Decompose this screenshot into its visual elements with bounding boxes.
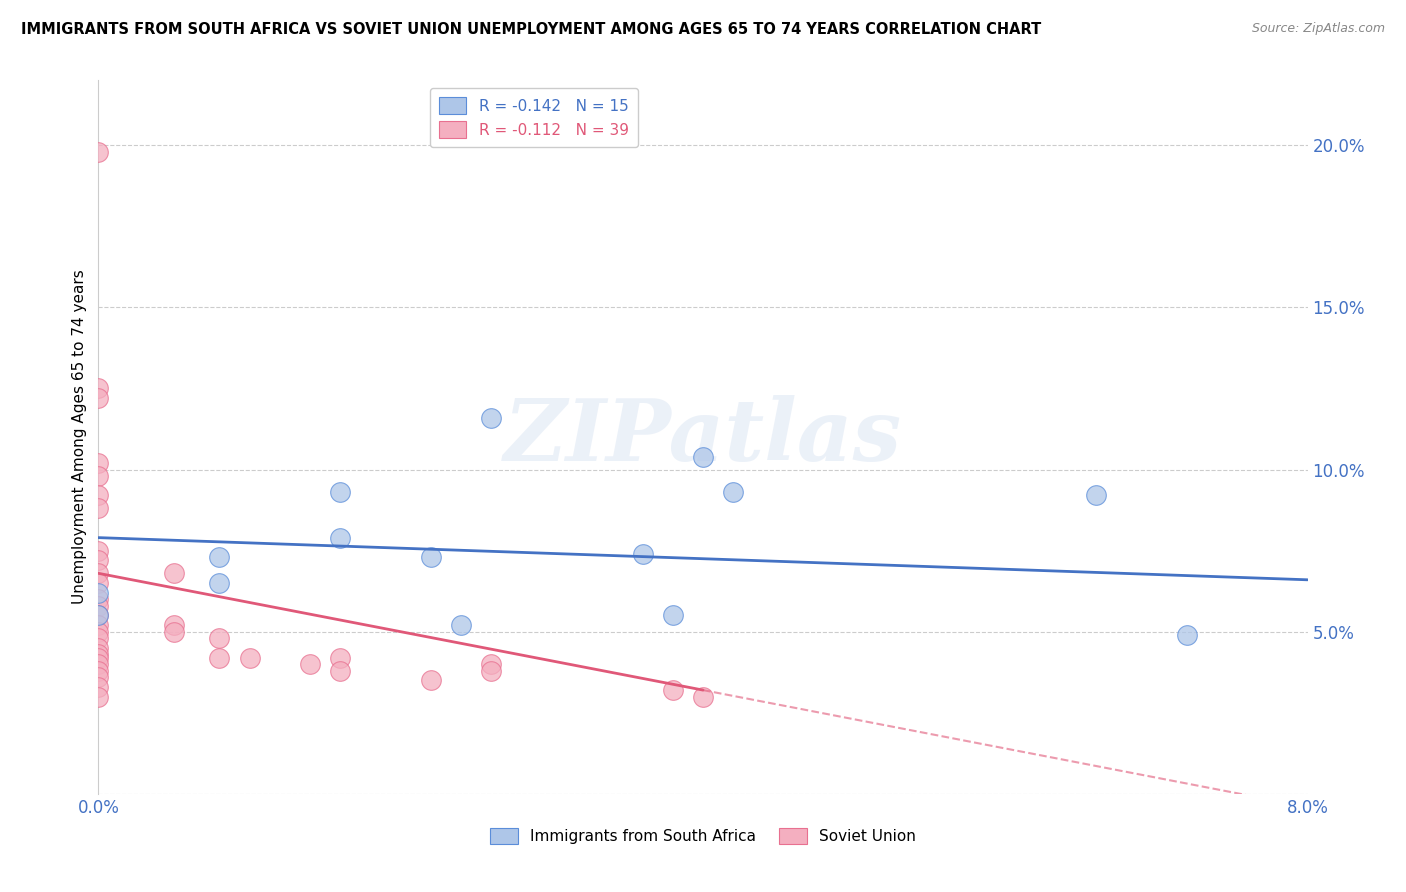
Point — [481, 664, 503, 678]
Point — [163, 618, 186, 632]
Point — [87, 599, 110, 613]
Point — [692, 450, 714, 464]
Point — [87, 631, 110, 645]
Point — [208, 550, 231, 565]
Point — [87, 553, 110, 567]
Point — [299, 657, 322, 672]
Text: ZIPatlas: ZIPatlas — [503, 395, 903, 479]
Point — [481, 410, 503, 425]
Point — [208, 576, 231, 591]
Point — [87, 608, 110, 623]
Point — [329, 485, 352, 500]
Point — [87, 543, 110, 558]
Point — [329, 531, 352, 545]
Point — [87, 680, 110, 694]
Point — [87, 670, 110, 684]
Point — [661, 683, 683, 698]
Point — [1175, 628, 1198, 642]
Point — [87, 608, 110, 623]
Point — [450, 618, 472, 632]
Point — [87, 648, 110, 662]
Text: Source: ZipAtlas.com: Source: ZipAtlas.com — [1251, 22, 1385, 36]
Point — [87, 456, 110, 470]
Point — [481, 657, 503, 672]
Point — [87, 640, 110, 655]
Point — [631, 547, 654, 561]
Legend: Immigrants from South Africa, Soviet Union: Immigrants from South Africa, Soviet Uni… — [484, 822, 922, 850]
Point — [87, 690, 110, 704]
Text: IMMIGRANTS FROM SOUTH AFRICA VS SOVIET UNION UNEMPLOYMENT AMONG AGES 65 TO 74 YE: IMMIGRANTS FROM SOUTH AFRICA VS SOVIET U… — [21, 22, 1042, 37]
Point — [87, 488, 110, 502]
Point — [87, 592, 110, 607]
Point — [87, 469, 110, 483]
Point — [163, 624, 186, 639]
Point — [87, 664, 110, 678]
Point — [87, 650, 110, 665]
Y-axis label: Unemployment Among Ages 65 to 74 years: Unemployment Among Ages 65 to 74 years — [72, 269, 87, 605]
Point — [87, 657, 110, 672]
Point — [87, 501, 110, 516]
Point — [87, 576, 110, 591]
Point — [87, 566, 110, 581]
Point — [87, 391, 110, 405]
Point — [208, 631, 231, 645]
Point — [87, 586, 110, 600]
Point — [208, 650, 231, 665]
Point — [87, 624, 110, 639]
Point — [420, 673, 443, 688]
Point — [692, 690, 714, 704]
Point — [87, 145, 110, 159]
Point — [329, 664, 352, 678]
Point — [661, 608, 683, 623]
Point — [723, 485, 745, 500]
Point — [329, 650, 352, 665]
Point — [87, 618, 110, 632]
Point — [163, 566, 186, 581]
Point — [239, 650, 262, 665]
Point — [1085, 488, 1108, 502]
Point — [87, 381, 110, 395]
Point — [420, 550, 443, 565]
